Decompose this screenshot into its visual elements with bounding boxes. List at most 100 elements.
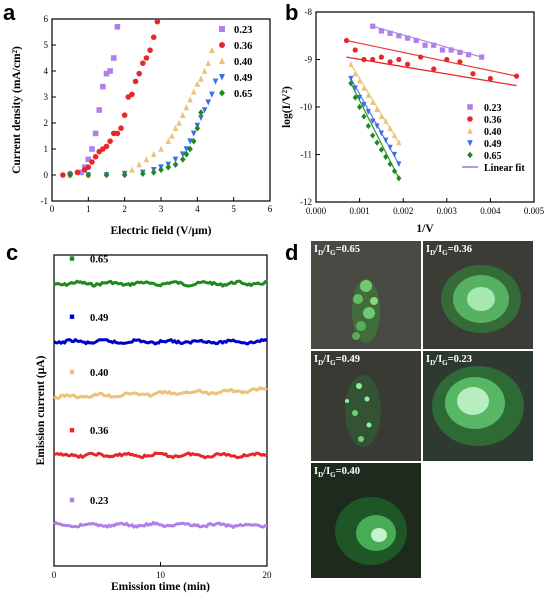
a-point-0.40 <box>190 88 197 95</box>
a-point-0.65 <box>103 171 110 179</box>
a-point-0.23 <box>100 83 106 90</box>
a-point-0.36 <box>89 159 95 165</box>
a-point-0.49 <box>187 138 193 145</box>
a-point-0.49 <box>212 78 219 85</box>
b-fit-line-0.23 <box>372 25 482 58</box>
b-x-tick-label: 0.000 <box>306 206 327 216</box>
a-point-0.65 <box>180 156 186 163</box>
panel-letter-b: b <box>285 0 299 25</box>
a-point-0.36 <box>85 164 92 170</box>
a-y-tick-label: 2 <box>44 118 49 128</box>
a-point-0.65 <box>150 169 157 176</box>
c-series-line-0.49 <box>53 338 268 346</box>
b-point-0.23 <box>466 52 472 58</box>
b-point-0.23 <box>396 33 402 39</box>
c-series-line-0.65 <box>53 279 268 288</box>
a-point-0.49 <box>190 130 197 137</box>
a-y-tick-label: 6 <box>44 14 49 24</box>
b-fit-line-0.40 <box>350 63 400 143</box>
a-legend-marker-0.49 <box>219 74 225 81</box>
a-legend-label-0.40: 0.40 <box>234 57 252 68</box>
a-point-0.36 <box>114 130 121 137</box>
a-point-0.49 <box>180 151 186 158</box>
emission-photo-0.23: ID/IG=0.23 <box>423 351 533 461</box>
a-point-0.36 <box>132 78 139 85</box>
b-point-0.65 <box>361 113 367 120</box>
b-legend-label-Linear fit: Linear fit <box>484 163 525 174</box>
c-plot-frame <box>53 254 268 567</box>
a-point-0.40 <box>180 111 186 118</box>
a-point-0.36 <box>129 91 135 98</box>
b-point-0.36 <box>470 71 476 77</box>
c-series-marker-0.36 <box>69 428 75 433</box>
a-point-0.49 <box>205 99 212 106</box>
b-legend-label-0.40: 0.40 <box>484 127 502 138</box>
b-point-0.36 <box>513 73 520 79</box>
a-point-0.36 <box>74 169 81 176</box>
a-point-0.49 <box>183 146 190 153</box>
a-point-0.36 <box>150 34 157 40</box>
a-point-0.36 <box>92 154 99 160</box>
b-point-0.49 <box>352 85 358 92</box>
a-legend-marker-0.36 <box>219 42 225 48</box>
photo-glow <box>311 351 421 461</box>
a-point-0.65 <box>194 124 201 132</box>
c-series-label-0.40: 0.40 <box>90 368 108 379</box>
a-point-0.65 <box>172 161 179 168</box>
b-point-0.40 <box>374 106 380 112</box>
a-point-0.40 <box>183 104 190 111</box>
a-legend-label-0.23: 0.23 <box>234 25 252 36</box>
c-series-line-0.23 <box>52 521 267 529</box>
b-point-0.65 <box>370 132 376 139</box>
b-point-0.40 <box>352 70 358 77</box>
b-fit-line-0.65 <box>350 82 400 179</box>
b-y-tick-label: -10 <box>300 102 312 112</box>
a-point-0.36 <box>147 47 153 53</box>
a-legend-label-0.49: 0.49 <box>234 73 252 84</box>
photo-glow <box>423 241 533 349</box>
b-point-0.40 <box>370 99 376 105</box>
c-series-label-0.36: 0.36 <box>90 426 108 437</box>
a-point-0.36 <box>103 143 110 150</box>
a-x-axis-label: Electric field (V/μm) <box>110 225 211 237</box>
a-x-tick-label: 1 <box>86 204 91 214</box>
panel-letter-a: a <box>3 0 16 25</box>
a-point-0.23 <box>92 130 99 137</box>
a-point-0.65 <box>140 170 146 177</box>
b-point-0.23 <box>439 47 446 53</box>
c-y-axis-label: Emission current (μA) <box>35 355 47 465</box>
a-point-0.23 <box>89 146 95 152</box>
a-point-0.65 <box>187 145 193 153</box>
a-point-0.40 <box>198 75 204 82</box>
a-point-0.40 <box>169 132 175 139</box>
b-legend-marker-0.65 <box>467 151 473 159</box>
a-point-0.65 <box>183 150 190 158</box>
a-point-0.49 <box>209 91 215 98</box>
a-x-tick-label: 3 <box>159 204 164 214</box>
a-legend-label-0.65: 0.65 <box>234 89 252 100</box>
c-series-label-0.23: 0.23 <box>90 496 108 507</box>
a-point-0.65 <box>158 166 164 174</box>
c-series-label-0.49: 0.49 <box>90 313 108 324</box>
photo-label: ID/IG=0.36 <box>426 244 472 258</box>
b-point-0.40 <box>348 61 354 67</box>
a-point-0.23 <box>110 55 117 61</box>
b-point-0.36 <box>387 59 393 65</box>
b-point-0.65 <box>378 146 384 153</box>
a-point-0.23 <box>96 107 103 113</box>
a-x-tick-label: 5 <box>231 204 236 214</box>
b-y-tick-label: -12 <box>300 197 312 207</box>
a-y-axis-label: Current density (mA/cm²) <box>11 46 23 174</box>
a-point-0.40 <box>187 96 193 103</box>
c-x-tick-label: 10 <box>156 570 166 580</box>
c-x-axis-label: Emission time (min) <box>111 581 210 593</box>
b-point-0.40 <box>361 84 367 91</box>
a-point-0.36 <box>154 18 161 25</box>
a-point-0.65 <box>198 109 204 116</box>
emission-photo-0.49: ID/IG=0.49 <box>311 351 421 461</box>
a-point-0.36 <box>143 55 150 61</box>
a-point-0.36 <box>118 125 124 131</box>
b-point-0.36 <box>396 56 402 63</box>
a-x-tick-label: 6 <box>268 204 273 214</box>
c-series-label-0.65: 0.65 <box>90 255 108 266</box>
